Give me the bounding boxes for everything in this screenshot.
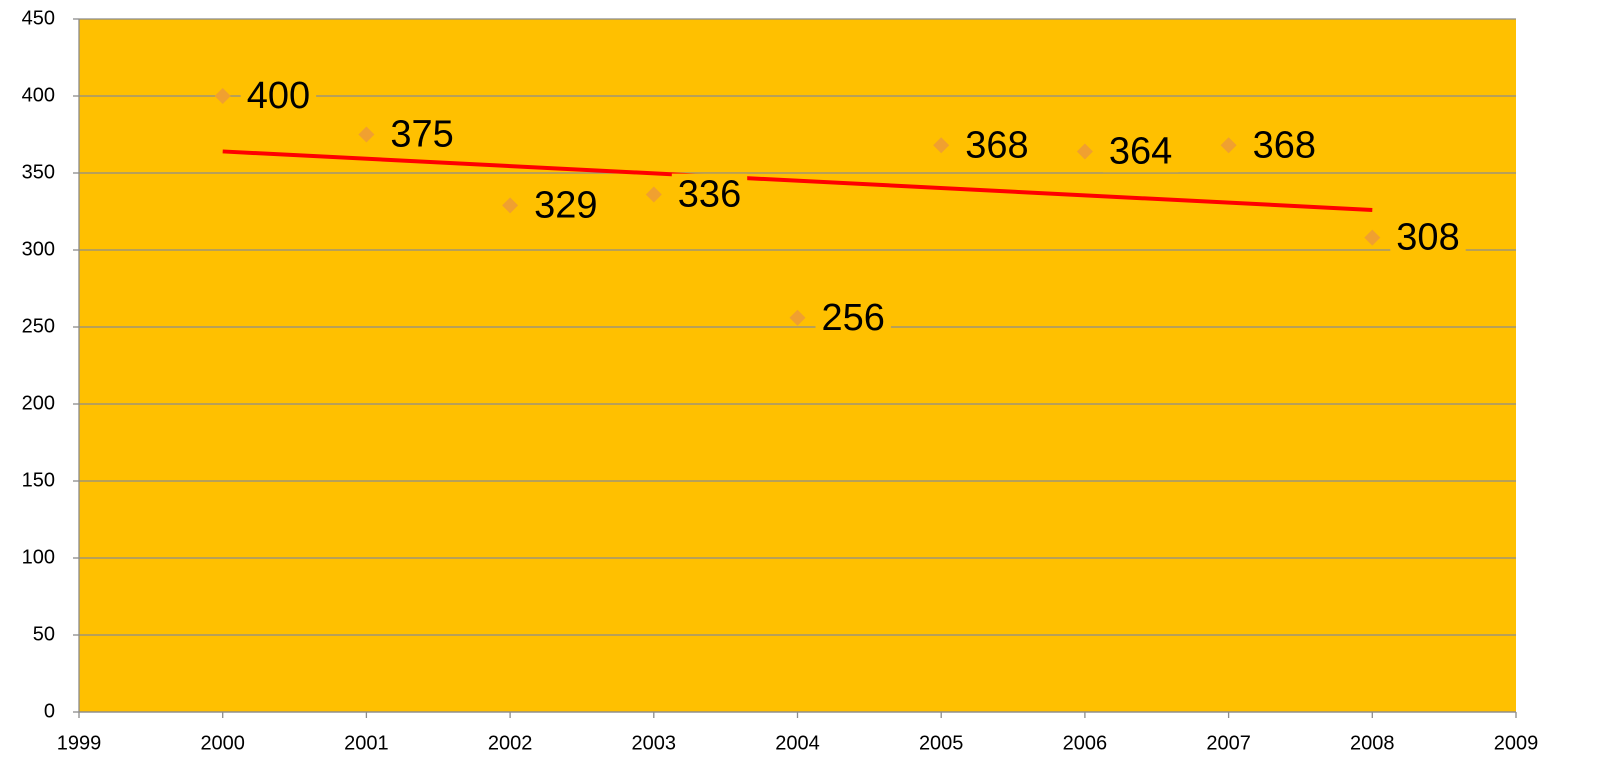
trendline — [222, 149, 1373, 212]
marker — [789, 309, 806, 326]
data-label-bg — [1390, 216, 1466, 259]
y-tick-label: 100 — [22, 546, 55, 568]
y-tick-label: 200 — [22, 392, 55, 414]
x-tick-label: 2009 — [1494, 732, 1539, 754]
data-label: 368 — [1253, 124, 1316, 166]
y-tick-label: 150 — [22, 469, 55, 491]
y-tick-label: 50 — [33, 623, 55, 645]
marker — [1220, 137, 1237, 154]
data-label-bg — [384, 113, 460, 156]
x-tick-label: 2002 — [488, 732, 533, 754]
data-label: 336 — [678, 174, 741, 216]
marker — [502, 197, 519, 214]
data-label-bg — [815, 296, 891, 339]
data-label-bg — [1102, 130, 1179, 173]
y-tick-label: 400 — [22, 84, 55, 106]
x-tick-label: 2006 — [1063, 732, 1108, 754]
data-label: 329 — [534, 184, 597, 226]
marker — [933, 137, 950, 154]
data-label: 256 — [822, 297, 885, 339]
data-label: 364 — [1109, 130, 1172, 172]
x-tick-label: 1999 — [57, 732, 102, 754]
plot-area — [79, 19, 1516, 712]
data-label: 308 — [1396, 217, 1459, 259]
x-tick-label: 2000 — [200, 732, 245, 754]
x-tick-label: 2001 — [344, 732, 389, 754]
data-label-bg — [240, 75, 317, 118]
marker — [1364, 229, 1381, 246]
x-tick-label: 2003 — [632, 732, 677, 754]
x-tick-label: 2008 — [1350, 732, 1395, 754]
data-label-bg — [671, 173, 748, 216]
marker — [1076, 143, 1093, 160]
marker — [645, 186, 662, 203]
x-tick-label: 2005 — [919, 732, 964, 754]
x-tick-label: 2004 — [775, 732, 820, 754]
data-label: 368 — [965, 124, 1028, 166]
data-label: 400 — [247, 75, 310, 117]
data-label: 375 — [390, 114, 453, 156]
data-label-bg — [528, 184, 604, 227]
y-tick-label: 0 — [44, 700, 55, 722]
y-tick-label: 250 — [22, 315, 55, 337]
marker — [214, 88, 231, 104]
data-label-bg — [1246, 124, 1323, 167]
y-tick-label: 300 — [22, 238, 55, 260]
marker — [358, 126, 375, 143]
y-tick-label: 450 — [22, 7, 55, 29]
x-tick-label: 2007 — [1206, 732, 1251, 754]
y-tick-label: 350 — [22, 161, 55, 183]
data-label-bg — [959, 124, 1035, 167]
